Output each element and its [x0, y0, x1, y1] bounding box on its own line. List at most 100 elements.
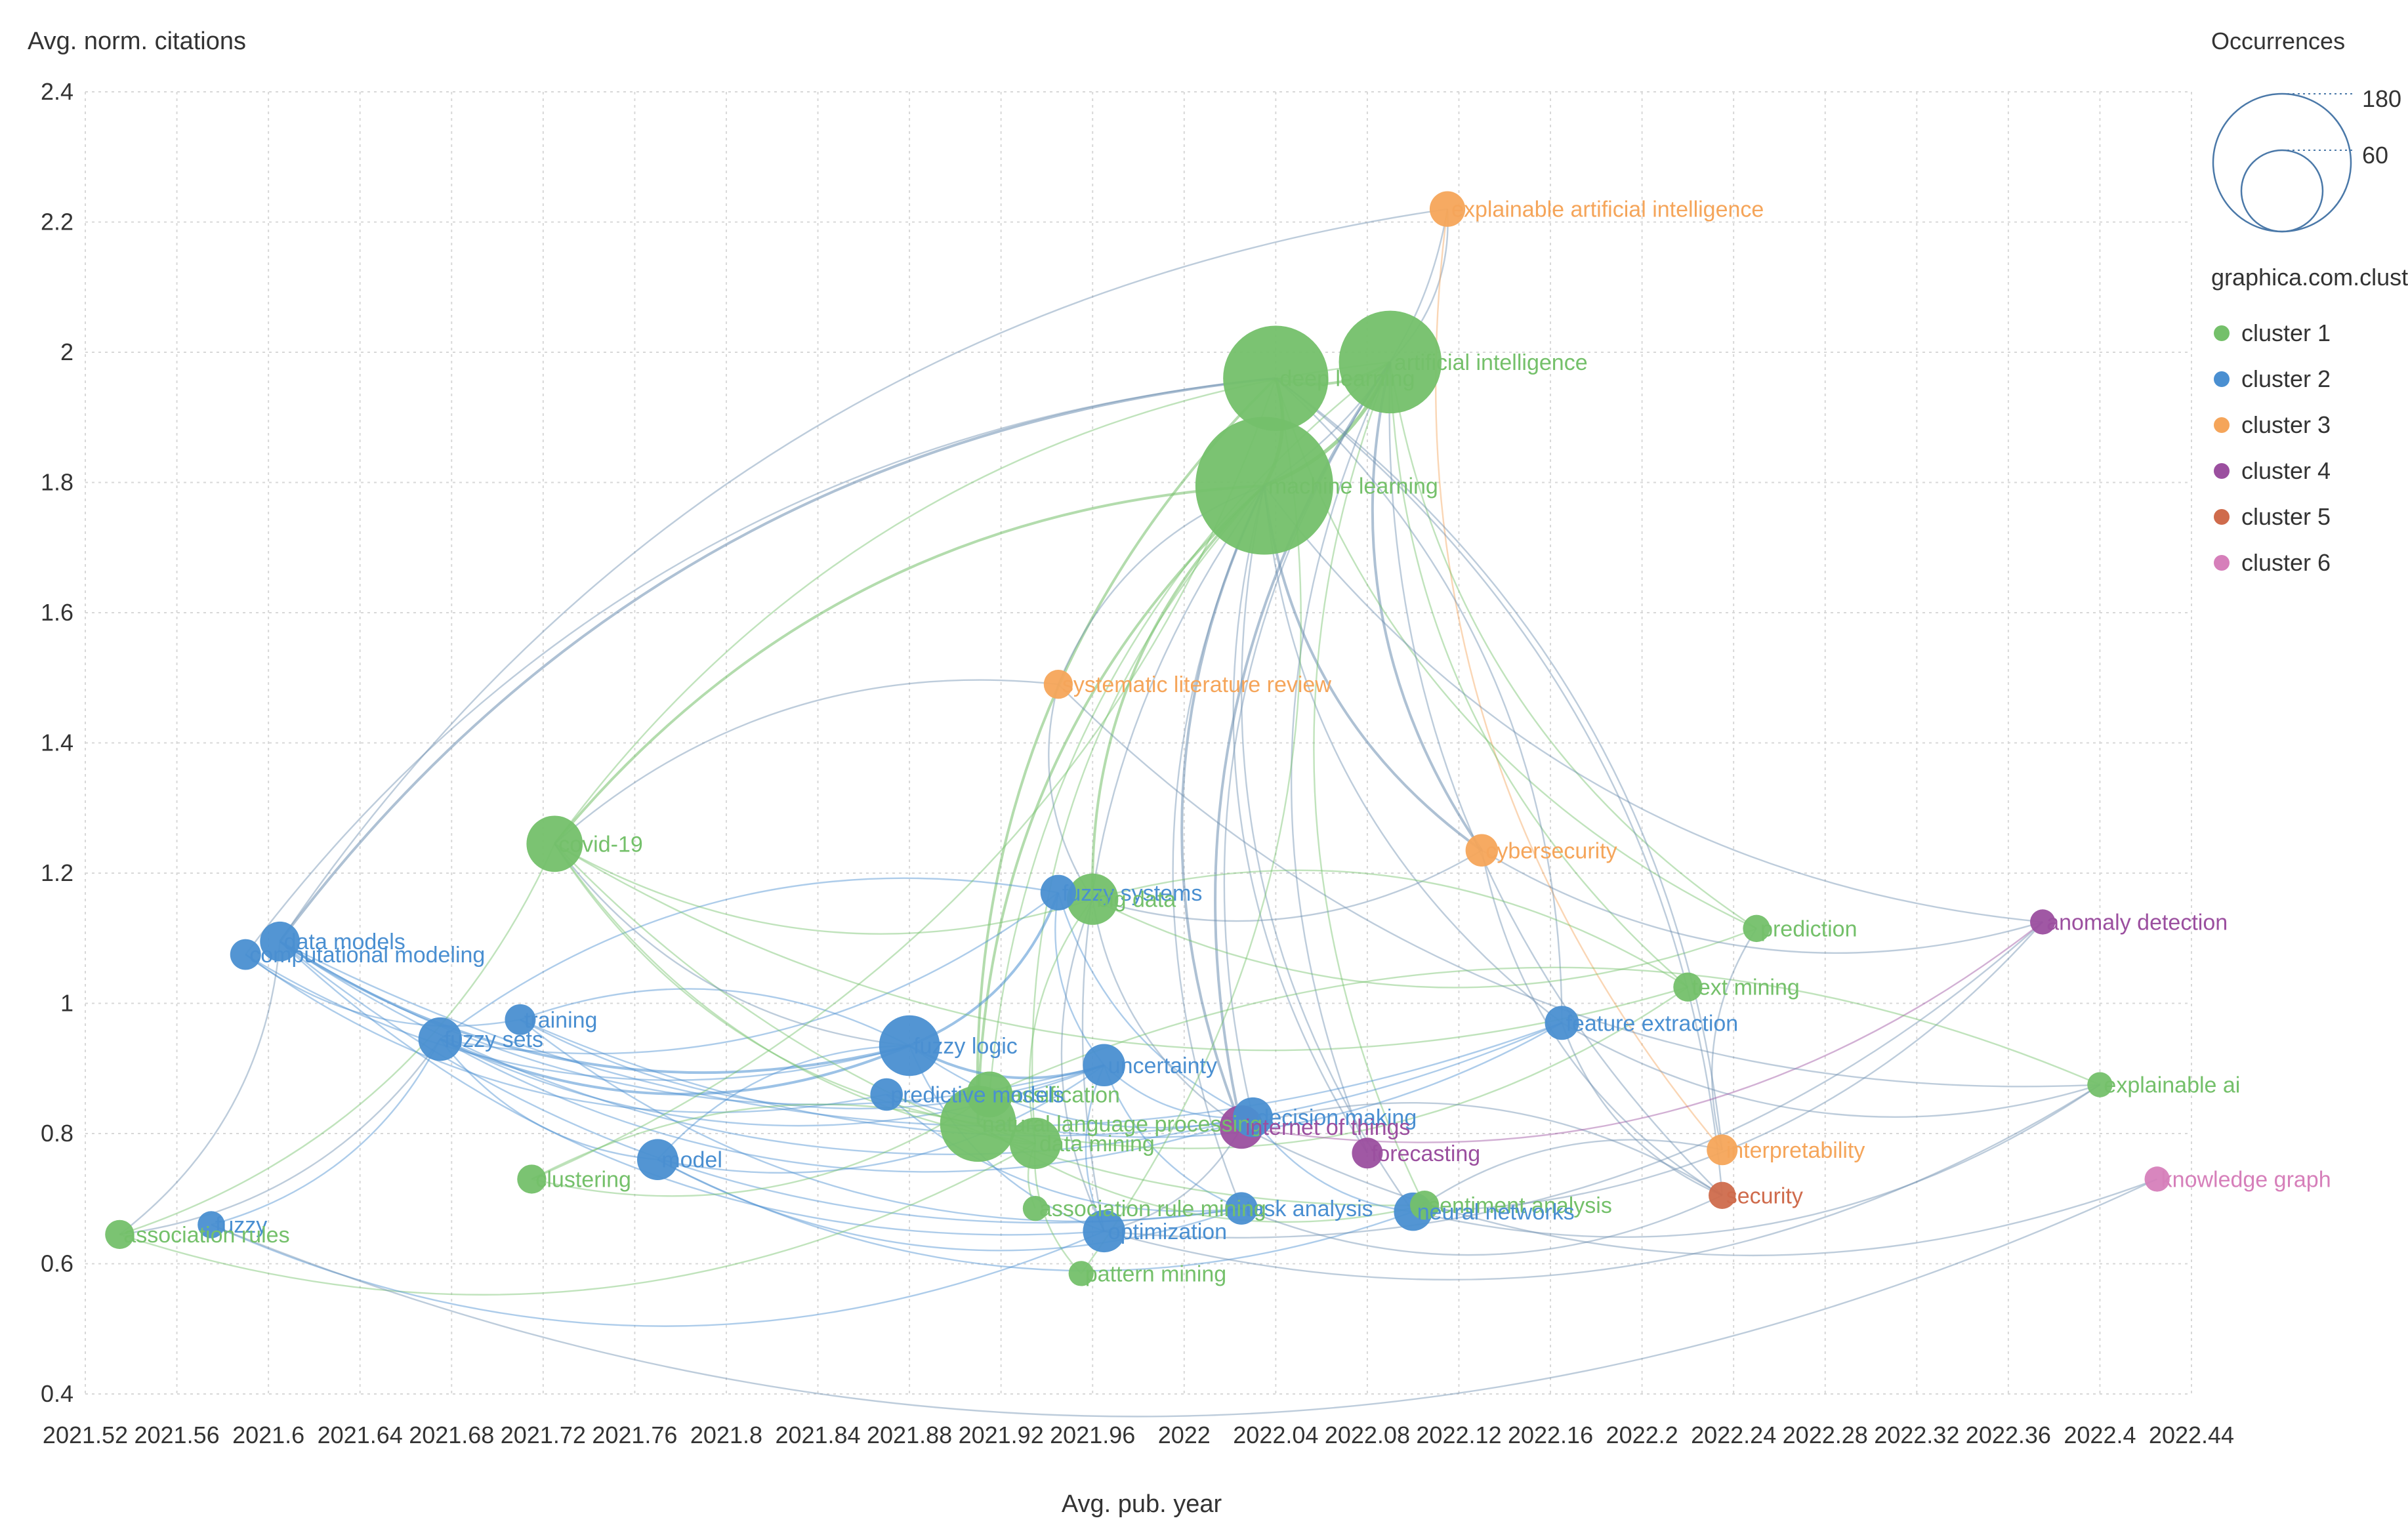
node-explainable-ai[interactable] — [2087, 1072, 2113, 1097]
x-tick-label: 2021.72 — [501, 1422, 586, 1448]
x-tick-label: 2022.12 — [1416, 1422, 1501, 1448]
edge — [279, 208, 1448, 942]
x-tick-label: 2021.64 — [318, 1422, 403, 1448]
x-axis-title: Avg. pub. year — [1062, 1490, 1222, 1518]
node-machine-learning[interactable] — [1195, 417, 1333, 555]
node-prediction[interactable] — [1743, 914, 1770, 943]
node-fuzzy-systems[interactable] — [1040, 874, 1076, 911]
node-label-anomaly-detection: anomaly detection — [2046, 910, 2228, 935]
node-label-internet-of-things: internet of things — [1245, 1115, 1410, 1140]
x-tick-label: 2022.2 — [1606, 1422, 1678, 1448]
node-classification[interactable] — [966, 1071, 1013, 1118]
edge — [1263, 485, 2043, 923]
edge — [520, 988, 910, 1047]
node-label-computational-modeling: computational modeling — [249, 943, 485, 968]
y-axis: 0.4 0.6 0.8 1 1.2 1.4 1.6 1.8 2 2.2 2.4 — [41, 78, 73, 1407]
node-forecasting[interactable] — [1352, 1137, 1383, 1169]
edge — [886, 1094, 1242, 1212]
node-model[interactable] — [636, 1139, 678, 1181]
legend-label: cluster 2 — [2241, 365, 2331, 392]
node-label-neural-networks: neural networks — [1417, 1200, 1575, 1225]
edge — [554, 679, 1059, 845]
edge — [1481, 850, 1723, 1197]
node-label-uncertainty: uncertainty — [1108, 1054, 1217, 1078]
node-label-deep-learning: deep learning — [1279, 367, 1415, 392]
node-deep-learning[interactable] — [1223, 325, 1329, 431]
node-text-mining[interactable] — [1673, 972, 1703, 1002]
x-tick-label: 2022.44 — [2149, 1422, 2234, 1448]
edge — [279, 941, 1242, 1224]
node-label-association-rules: association rules — [123, 1223, 289, 1248]
node-pattern-mining[interactable] — [1068, 1261, 1094, 1286]
node-decision-making[interactable] — [1233, 1097, 1273, 1137]
x-tick-label: 2022.24 — [1691, 1422, 1776, 1448]
node-data-mining[interactable] — [1009, 1117, 1062, 1170]
edge — [1241, 1126, 2158, 1257]
legend-label: cluster 5 — [2241, 503, 2331, 530]
edge — [976, 377, 1277, 1124]
node-data-models[interactable] — [260, 921, 300, 962]
y-tick-label: 1.8 — [41, 469, 73, 496]
node-training[interactable] — [505, 1004, 536, 1035]
node-artificial-intelligence[interactable] — [1339, 310, 1442, 414]
node-task-analysis[interactable] — [1225, 1192, 1258, 1225]
edge — [119, 1038, 441, 1236]
edge — [1104, 921, 2044, 1238]
node-explainable-artificial-intelligence[interactable] — [1429, 191, 1466, 227]
node-covid-19[interactable] — [526, 815, 583, 872]
edge — [554, 843, 1093, 935]
node-label-cybersecurity: cybersecurity — [1485, 838, 1617, 863]
edge — [1241, 1101, 1723, 1197]
node-association-rules[interactable] — [105, 1219, 135, 1249]
x-tick-label: 2022.16 — [1508, 1422, 1593, 1448]
node-big-data[interactable] — [1067, 873, 1119, 925]
node-label-data-mining: data mining — [1039, 1132, 1155, 1156]
node-fuzzy[interactable] — [197, 1211, 225, 1238]
node-security[interactable] — [1709, 1181, 1736, 1209]
node-label-fuzzy-systems: fuzzy systems — [1062, 881, 1202, 906]
grid-lines — [85, 91, 2192, 1395]
node-knowledge-graph[interactable] — [2144, 1166, 2170, 1192]
node-optimization[interactable] — [1083, 1210, 1125, 1253]
node-uncertainty[interactable] — [1083, 1044, 1125, 1087]
x-tick-label: 2021.84 — [775, 1422, 860, 1448]
x-tick-label: 2022.4 — [2064, 1422, 2136, 1448]
node-interpretability[interactable] — [1707, 1134, 1738, 1166]
node-anomaly-detection[interactable] — [2030, 909, 2056, 935]
node-sentiment-analysis[interactable] — [1410, 1191, 1440, 1220]
node-fuzzy-logic[interactable] — [879, 1015, 940, 1076]
node-association-rule-mining[interactable] — [1022, 1195, 1048, 1221]
legend-label: cluster 4 — [2241, 457, 2331, 484]
node-fuzzy-sets[interactable] — [418, 1017, 463, 1061]
label-layer: explainable artificial intelligence artif… — [123, 197, 2331, 1287]
x-tick-label: 2021.88 — [867, 1422, 952, 1448]
node-label-interpretability: interpretability — [1726, 1138, 1865, 1163]
edge — [1092, 898, 1757, 989]
node-label-machine-learning: machine learning — [1268, 474, 1438, 499]
edge — [1413, 1139, 1722, 1213]
node-clustering[interactable] — [517, 1164, 547, 1194]
node-label-systematic-literature-review: systematic literature review — [1062, 672, 1331, 697]
node-label-pattern-mining: pattern mining — [1085, 1261, 1226, 1286]
edge — [531, 1094, 990, 1197]
edge — [1180, 485, 1266, 1128]
edge — [439, 1038, 910, 1095]
node-cybersecurity[interactable] — [1465, 834, 1499, 867]
node-feature-extraction[interactable] — [1545, 1006, 1579, 1040]
node-predictive-models[interactable] — [870, 1078, 903, 1111]
x-tick-label: 2022.36 — [1966, 1422, 2051, 1448]
y-tick-label: 1.4 — [41, 729, 73, 756]
x-tick-label: 2021.8 — [690, 1422, 762, 1448]
node-computational-modeling[interactable] — [230, 939, 261, 970]
node-systematic-literature-review[interactable] — [1043, 670, 1073, 699]
node-label-security: security — [1726, 1183, 1803, 1208]
node-label-prediction: prediction — [1760, 916, 1857, 941]
edge — [439, 1038, 658, 1160]
x-tick-label: 2021.76 — [592, 1422, 677, 1448]
edge — [245, 954, 521, 1027]
edge — [520, 1019, 1105, 1110]
edge — [1092, 899, 1242, 1128]
legend-swatch — [2214, 555, 2230, 571]
node-label-task-analysis: task analysis — [1245, 1197, 1373, 1221]
